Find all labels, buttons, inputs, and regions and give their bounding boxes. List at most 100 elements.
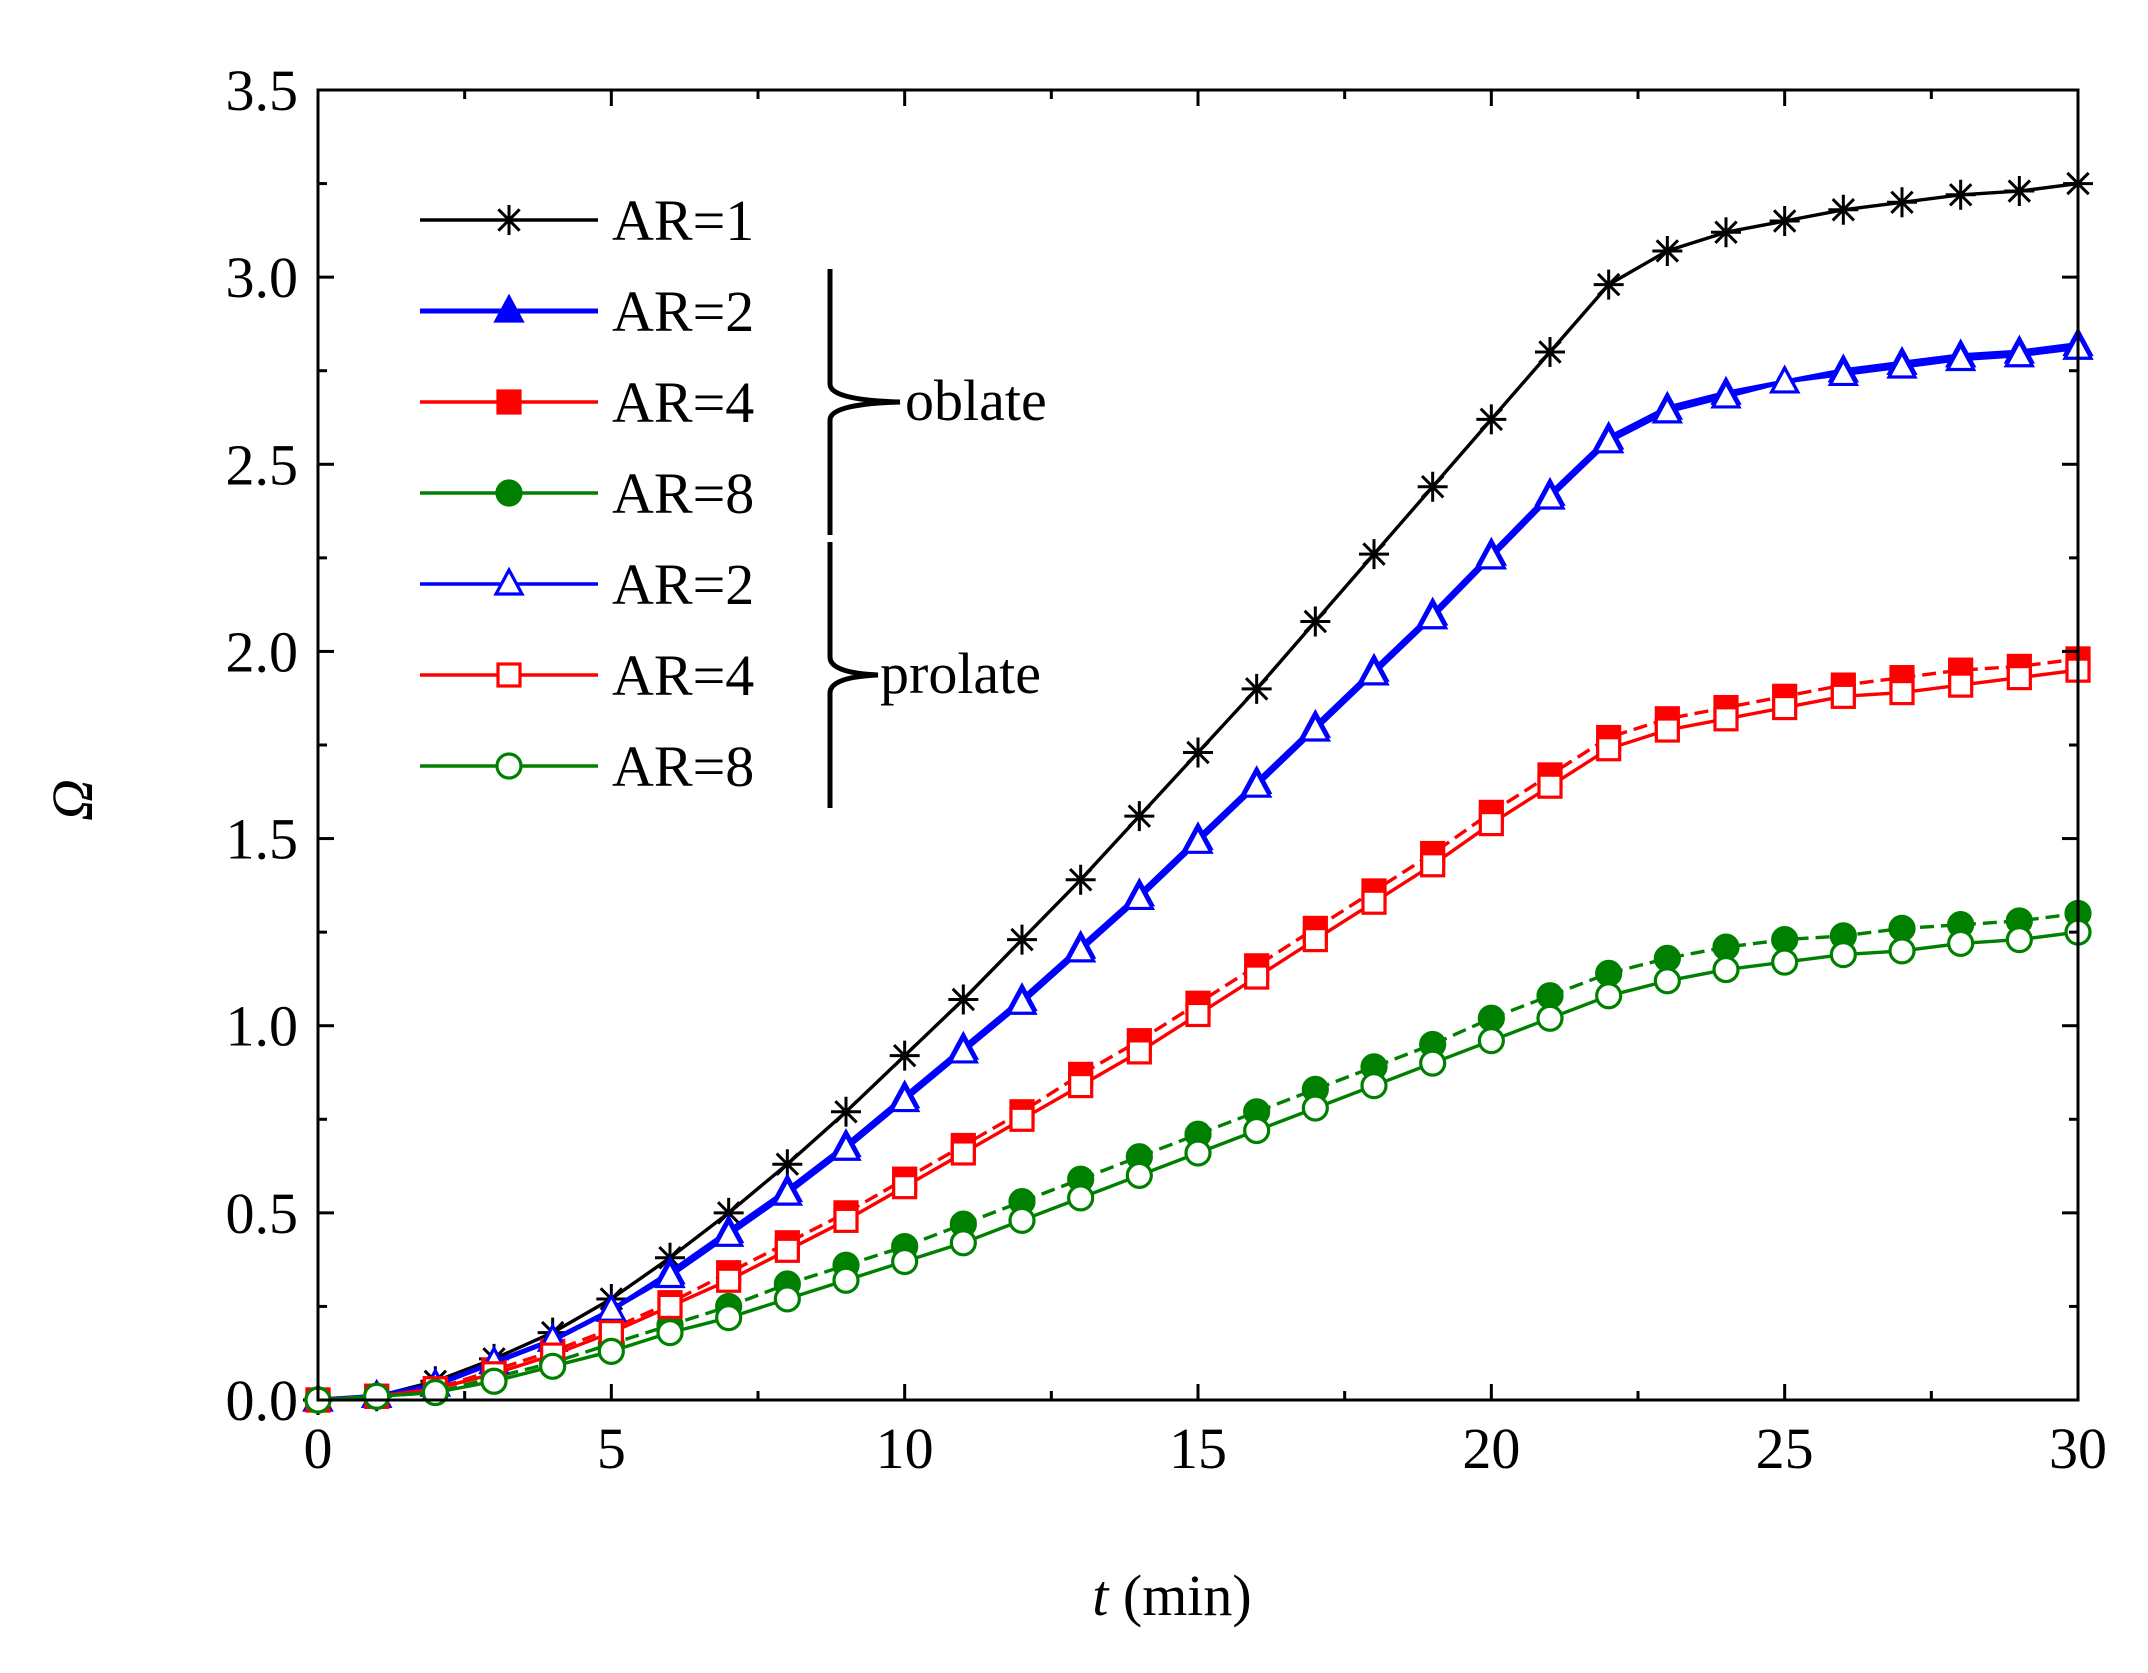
legend-marker-asterisk — [494, 205, 524, 235]
legend-label: AR=8 — [612, 461, 754, 526]
data-point-circle — [1595, 982, 1623, 1010]
data-point-circle — [1829, 940, 1857, 969]
legend-entry: AR=2 — [420, 279, 754, 344]
data-point-asterisk — [1887, 187, 1917, 218]
data-point-square — [1478, 810, 1504, 837]
data-point-asterisk — [1828, 194, 1859, 225]
data-point-asterisk — [1476, 404, 1507, 435]
data-point-triangle — [1710, 379, 1742, 409]
data-point-square — [2006, 665, 2032, 691]
x-axis-label-unit: (min) — [1108, 1563, 1251, 1628]
data-point-asterisk — [2004, 176, 2035, 207]
data-point-triangle — [947, 1034, 980, 1064]
data-point-circle — [1301, 1094, 1329, 1122]
data-point-square — [1772, 694, 1798, 721]
x-tick-label: 0 — [304, 1416, 333, 1481]
data-point-square — [1361, 889, 1387, 915]
y-tick-label: 3.5 — [226, 58, 299, 123]
data-point-circle — [1771, 948, 1799, 976]
data-point-circle — [949, 1229, 977, 1257]
x-axis-label: t (min) — [1092, 1563, 1251, 1628]
x-tick-label: 30 — [2049, 1416, 2107, 1481]
data-point-square — [1009, 1106, 1035, 1132]
legend-marker-triangle — [493, 566, 525, 596]
y-tick-label: 1.5 — [226, 807, 299, 872]
data-point-circle — [1888, 914, 1916, 943]
data-point-square — [1302, 927, 1328, 953]
legend-entry: AR=4 — [420, 643, 754, 708]
data-point-circle — [597, 1337, 625, 1365]
legend-group-label-oblate: oblate — [905, 368, 1047, 433]
series-line — [317, 668, 2079, 1402]
data-point-circle — [1125, 1161, 1153, 1190]
data-point-triangle — [1768, 364, 1801, 394]
data-point-square — [774, 1237, 800, 1263]
data-point-square — [1830, 683, 1856, 709]
x-tick-label: 20 — [1462, 1416, 1520, 1481]
data-point-asterisk — [772, 1149, 803, 1180]
y-tick-label: 3.0 — [226, 245, 299, 310]
data-point-asterisk — [1417, 471, 1448, 502]
legend-brace-prolate — [827, 542, 879, 808]
x-tick-label: 15 — [1169, 1416, 1227, 1481]
data-point-asterisk — [1241, 673, 1272, 704]
legend-label: AR=1 — [612, 188, 754, 253]
x-tick-label: 25 — [1756, 1416, 1814, 1481]
data-point-square — [1596, 736, 1622, 762]
data-point-circle — [1653, 944, 1681, 972]
y-tick-label: 2.0 — [226, 619, 299, 684]
data-point-square — [1948, 672, 1974, 698]
data-point-square — [833, 1207, 859, 1233]
x-tick-label: 10 — [876, 1416, 934, 1481]
data-point-square — [1126, 1039, 1152, 1065]
data-point-asterisk — [1065, 864, 1096, 895]
data-point-circle — [1419, 1049, 1447, 1077]
data-point-asterisk — [1535, 337, 1565, 367]
data-point-triangle — [1358, 656, 1390, 686]
series-ar1 — [303, 168, 2093, 1415]
data-point-asterisk — [713, 1197, 744, 1228]
y-tick-label: 2.5 — [226, 432, 299, 497]
data-point-square — [1244, 964, 1270, 990]
data-point-triangle — [1944, 342, 1977, 372]
x-axis-label-var: t — [1092, 1563, 1110, 1628]
data-point-triangle — [712, 1217, 745, 1247]
legend-marker-circle — [495, 479, 523, 507]
data-point-circle — [1712, 933, 1740, 961]
legend-brace-oblate — [827, 269, 901, 535]
data-point-circle — [1536, 982, 1564, 1010]
data-point-triangle — [1416, 600, 1449, 630]
data-point-square — [1713, 706, 1739, 732]
data-point-circle — [1536, 1004, 1564, 1032]
legend-group-label-prolate: prolate — [880, 641, 1041, 706]
series-line — [317, 657, 2079, 1402]
legend-label: AR=4 — [612, 643, 754, 708]
data-point-circle — [1243, 1116, 1271, 1145]
data-point-triangle — [1123, 881, 1156, 911]
series-line — [317, 342, 2079, 1403]
data-point-asterisk — [889, 1040, 920, 1071]
data-point-asterisk — [1300, 606, 1331, 637]
legend-marker-square — [496, 662, 522, 688]
data-point-circle — [656, 1319, 684, 1347]
data-point-circle — [832, 1266, 860, 1294]
data-point-triangle — [1592, 424, 1625, 454]
data-point-circle — [1360, 1071, 1388, 1100]
legend: AR=1 AR=2 AR=4 AR=8 AR=2 AR=4 AR=8 oblate prolat… — [420, 188, 1047, 808]
data-point-circle — [1184, 1139, 1212, 1167]
data-point-asterisk — [1652, 235, 1683, 266]
data-point-circle — [1712, 955, 1740, 984]
legend-label: AR=8 — [612, 734, 754, 799]
series-line — [317, 346, 2079, 1402]
data-point-square — [1420, 852, 1446, 878]
data-point-circle — [1771, 926, 1799, 954]
data-point-square — [1537, 773, 1563, 799]
data-point-circle — [773, 1285, 801, 1313]
data-point-circle — [1947, 929, 1975, 957]
y-tick-label: 1.0 — [226, 994, 299, 1059]
data-point-square — [657, 1293, 683, 1320]
x-tick-label: 5 — [597, 1416, 626, 1481]
data-point-triangle — [1182, 824, 1214, 854]
